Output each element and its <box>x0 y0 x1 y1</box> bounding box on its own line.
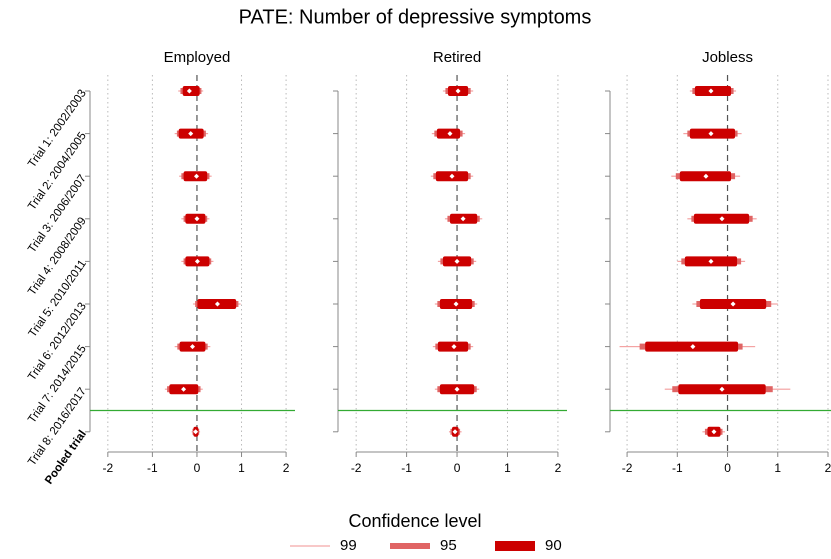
point-estimate <box>708 131 714 137</box>
point-estimate <box>454 386 460 392</box>
panel-title: Retired <box>433 49 481 66</box>
x-tick-label: 2 <box>825 461 831 475</box>
x-tick-label: -1 <box>672 461 683 475</box>
y-tick-label: Trial 5: 2010/2011 <box>27 258 89 340</box>
point-estimate <box>194 258 200 264</box>
y-tick-label: Trial 4: 2008/2009 <box>26 215 89 297</box>
point-estimate <box>711 429 717 435</box>
y-tick-label: Trial 3: 2006/2007 <box>26 173 89 255</box>
point-estimate <box>703 173 709 179</box>
point-estimate <box>453 301 459 307</box>
x-tick-label: 1 <box>238 461 245 475</box>
panel-title: Jobless <box>702 49 753 66</box>
legend-swatch <box>495 541 535 551</box>
x-tick-label: 2 <box>555 461 562 475</box>
point-estimate <box>190 344 195 350</box>
point-estimate <box>188 131 194 137</box>
legend-swatch <box>390 543 430 549</box>
chart-title: PATE: Number of depressive symptoms <box>239 6 592 28</box>
point-estimate <box>194 173 200 179</box>
panel-title: Employed <box>164 49 231 66</box>
point-estimate <box>455 88 461 94</box>
x-tick-label: -2 <box>622 461 633 475</box>
point-estimate <box>186 88 192 94</box>
y-tick-label: Trial 6: 2012/2013 <box>26 301 89 383</box>
point-estimate <box>708 258 714 264</box>
x-tick-label: -1 <box>401 461 412 475</box>
point-estimate <box>181 386 187 392</box>
y-tick-label: Trial 1: 2002/2003 <box>26 88 89 170</box>
point-estimate <box>214 301 220 307</box>
x-tick-label: 1 <box>774 461 781 475</box>
point-estimate <box>690 344 696 350</box>
point-estimate <box>719 386 725 392</box>
point-estimate <box>454 258 460 264</box>
x-tick-label: -2 <box>351 461 362 475</box>
x-tick-label: 0 <box>454 461 461 475</box>
legend-label: 90 <box>545 537 562 554</box>
point-estimate <box>451 344 457 350</box>
point-estimate <box>447 131 453 137</box>
point-estimate <box>449 173 455 179</box>
x-tick-label: 0 <box>724 461 731 475</box>
point-estimate <box>194 216 200 222</box>
point-estimate <box>460 216 466 222</box>
point-estimate <box>708 88 714 94</box>
point-estimate <box>452 429 458 435</box>
legend-title: Confidence level <box>348 511 481 531</box>
x-tick-label: 2 <box>283 461 290 475</box>
x-tick-label: 0 <box>194 461 201 475</box>
point-estimate <box>730 301 736 307</box>
y-tick-label: Trial 7: 2014/2015 <box>26 343 89 425</box>
x-tick-label: 1 <box>504 461 511 475</box>
point-estimate <box>193 429 199 435</box>
y-tick-label: Trial 8: 2016/2017 <box>26 386 89 468</box>
point-estimate <box>719 216 725 222</box>
x-tick-label: -2 <box>102 461 113 475</box>
legend-swatch <box>290 545 330 547</box>
legend-label: 99 <box>340 537 357 554</box>
x-tick-label: -1 <box>147 461 158 475</box>
legend-label: 95 <box>440 537 457 554</box>
y-tick-label: Trial 2: 2004/2005 <box>26 130 89 212</box>
